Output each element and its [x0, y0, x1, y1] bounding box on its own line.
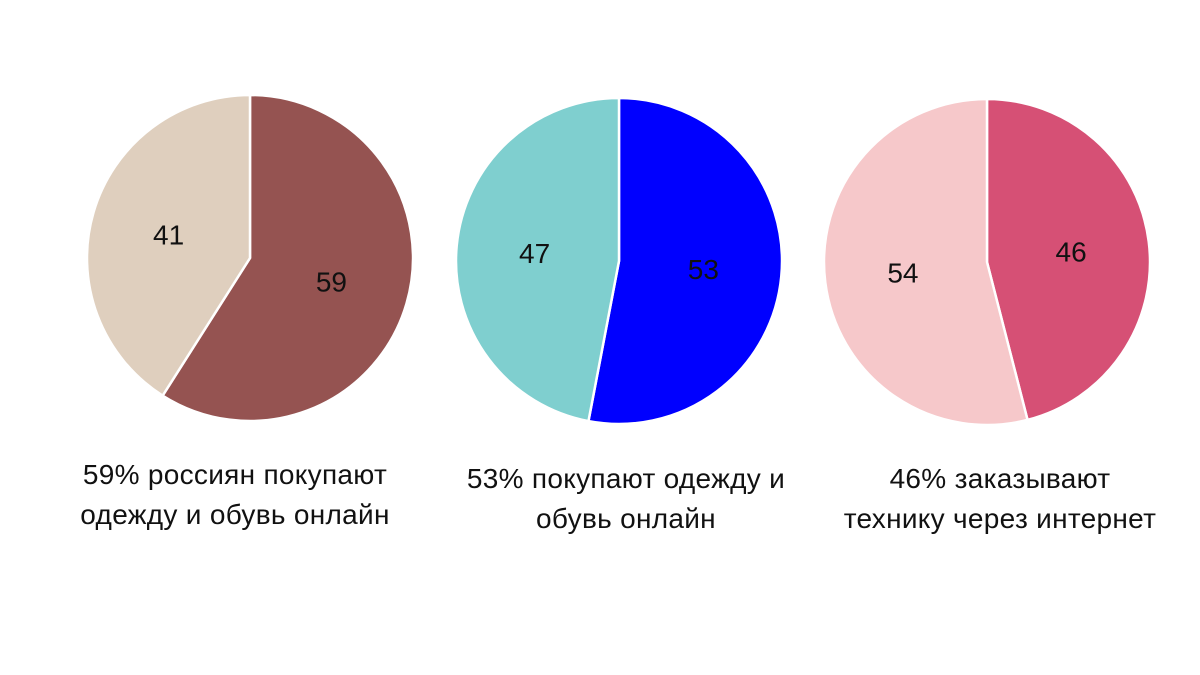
pie-2-slice-2: [454, 96, 621, 423]
caption-2-line-1: 53% покупают одежду и: [466, 463, 786, 494]
caption-1: 59% россиян покупают одежду и обувь онла…: [45, 455, 425, 535]
pie-3-slice-2-label: 54: [887, 258, 918, 289]
pie-1-slice-2: [85, 93, 252, 398]
pie-3-slice-2: [822, 97, 1030, 427]
caption-3-line-1: 46% заказывают: [889, 463, 1111, 494]
caption-1-line-2: одежду и обувь онлайн: [80, 499, 390, 530]
pie-2-slice-1: [586, 96, 784, 426]
caption-2: 53% покупают одежду и обувь онлайн: [436, 459, 816, 539]
pie-1-slice-2-label: 41: [153, 219, 184, 250]
caption-3: 46% заказывают технику через интернет: [810, 459, 1190, 539]
caption-2-line-2: обувь онлайн: [536, 503, 716, 534]
pie-3-slice-1-label: 46: [1056, 236, 1087, 267]
caption-3-line-2: технику через интернет: [843, 503, 1157, 534]
pie-2-slice-1-label: 53: [688, 254, 719, 285]
pie-1-slice-1: [160, 93, 415, 423]
pie-3-slice-1: [985, 97, 1152, 422]
pie-1-slice-1-label: 59: [316, 267, 347, 298]
caption-1-line-1: 59% россиян покупают: [82, 459, 388, 490]
pie-2-slice-2-label: 47: [519, 238, 550, 269]
